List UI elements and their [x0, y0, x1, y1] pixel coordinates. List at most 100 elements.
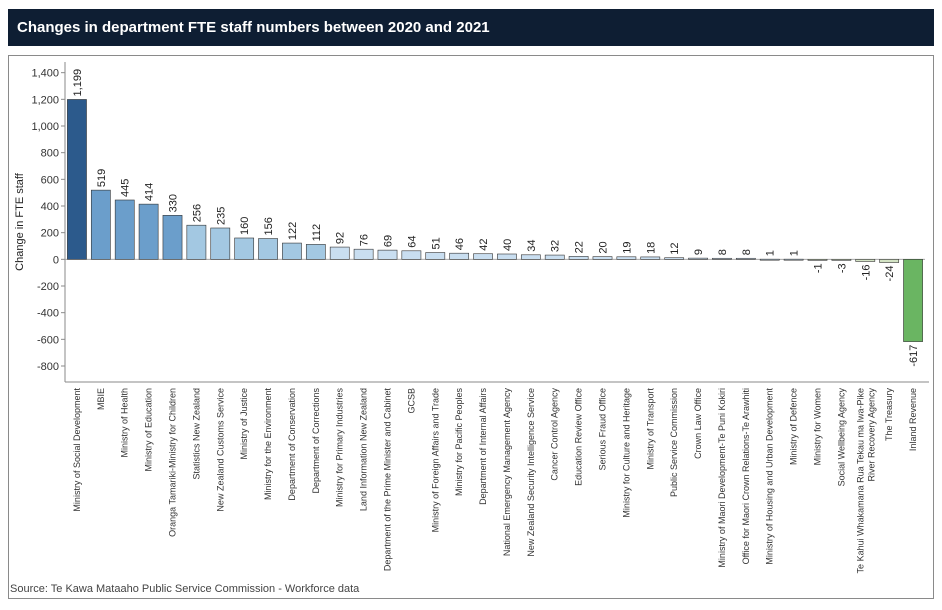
bar-value-label: 8: [741, 249, 753, 255]
bar-value-label: 1: [765, 250, 777, 256]
category-label: Ministry for Pacific Peoples: [454, 388, 464, 497]
axis-layer: -800 -600 -400 -200 0 200 400 600 800 1,000 1,200 1…: [14, 62, 929, 383]
category-label: Cancer Control Agency: [550, 388, 560, 481]
category-label: Department of Corrections: [311, 388, 321, 494]
bar: [138, 203, 159, 260]
category-label: Department of the Prime Minister and Cab…: [383, 388, 393, 572]
bar-value-label: 42: [478, 238, 490, 250]
category-label-line: Ministry for Women: [813, 388, 823, 465]
bar-value-label: 20: [598, 241, 610, 253]
bar-value-label: 46: [454, 238, 466, 250]
category-label-line: Ministry for the Environment: [263, 388, 273, 501]
bar-value-label: 1: [789, 250, 801, 256]
category-label: Serious Fraud Office: [598, 388, 608, 470]
bar: [401, 250, 422, 260]
bar: [640, 256, 661, 260]
category-label-line: Public Service Commission: [669, 388, 679, 497]
category-label-line: Ministry for Culture and Heritage: [621, 388, 631, 518]
category-label-line: Ministry of Education: [144, 388, 154, 472]
bar-value-label: 8: [717, 249, 729, 255]
y-tick-label: 200: [41, 228, 59, 240]
chart-frame: -800 -600 -400 -200 0 200 400 600 800 1,000 1,200 1…: [8, 55, 934, 599]
bar-value-label: -1: [813, 263, 825, 273]
bar: [449, 252, 470, 260]
category-label: Department of Conservation: [287, 388, 297, 501]
category-label: Statistics New Zealand: [191, 388, 201, 480]
bar-value-label: -24: [884, 266, 896, 282]
bar: [616, 256, 637, 260]
category-label: Ministry of Defence: [789, 388, 799, 465]
category-label: Crown Law Office: [693, 388, 703, 459]
source-note: Source: Te Kawa Mataaho Public Service C…: [10, 583, 360, 595]
bar: [210, 227, 231, 260]
category-label-line: Crown Law Office: [693, 388, 703, 459]
bar-value-label: 76: [359, 234, 371, 246]
category-label-line: River Recovery Agency: [866, 388, 876, 482]
category-label-line: Ministry of Social Development: [72, 388, 82, 512]
category-label: Ministry of Justice: [239, 388, 249, 460]
category-label-line: Ministry of Defence: [789, 388, 799, 465]
bar-value-label: -16: [860, 264, 872, 280]
category-label-line: Serious Fraud Office: [598, 388, 608, 470]
y-tick-label: 400: [41, 201, 59, 213]
category-label-line: Ministry of Maori Development-Te Puni Ko…: [717, 388, 727, 568]
bar: [664, 257, 685, 260]
y-tick-label: 0: [53, 254, 59, 266]
y-tick-label: -800: [37, 361, 59, 373]
bar-value-label: 156: [263, 217, 275, 235]
bar-value-label: 69: [383, 235, 395, 247]
bar: [186, 224, 207, 260]
bar: [90, 189, 111, 260]
category-label: Ministry of Maori Development-Te Puni Ko…: [717, 388, 727, 568]
bar: [592, 256, 613, 260]
category-label-line: Te Kahui Whakamana Rua Tekau ma Iwa-Pike: [855, 388, 865, 573]
bar: [759, 258, 780, 261]
category-label: Land Information New Zealand: [359, 388, 369, 511]
category-label: Education Review Office: [574, 388, 584, 486]
y-tick-label: 1,000: [31, 121, 59, 133]
bar-value-label: 519: [96, 169, 108, 187]
bar: [688, 257, 708, 260]
category-label-line: Ministry for Pacific Peoples: [454, 388, 464, 497]
category-label-line: Ministry of Justice: [239, 388, 249, 460]
category-label-line: MBIE: [96, 388, 106, 410]
bar-value-label: 445: [120, 179, 132, 197]
bar-value-label: 51: [430, 237, 442, 249]
bar-value-label: -617: [908, 345, 920, 367]
category-label: Oranga Tamariki-Ministry for Children: [168, 388, 178, 537]
category-label: Ministry of Social Development: [72, 388, 82, 512]
bar: [258, 238, 278, 260]
category-label: Inland Revenue: [908, 388, 918, 451]
category-label-line: Ministry of Housing and Urban Developmen…: [765, 388, 775, 565]
category-label-line: Statistics New Zealand: [191, 388, 201, 480]
bar: [473, 253, 493, 260]
bar: [783, 258, 804, 261]
bar-value-label: 12: [669, 242, 681, 254]
bar-value-label: 112: [311, 224, 323, 242]
category-label: MBIE: [96, 388, 106, 410]
category-label-line: Office for Maori Crown Relations-Te Araw…: [741, 388, 751, 564]
category-label: National Emergency Management Agency: [502, 388, 512, 557]
category-label-line: Department of the Prime Minister and Cab…: [383, 388, 393, 572]
category-label: Te Kahui Whakamana Rua Tekau ma Iwa-Pike…: [855, 388, 876, 574]
y-tick-label: -400: [37, 308, 59, 320]
category-label-line: The Treasury: [884, 388, 894, 442]
bar-value-label: 19: [621, 242, 633, 254]
category-label-line: Ministry of Health: [120, 388, 130, 458]
category-label: Ministry of Foreign Affairs and Trade: [430, 388, 440, 532]
bar-value-label: 414: [144, 183, 156, 201]
bar-value-label: 122: [287, 222, 299, 240]
category-label-line: New Zealand Security Intelligence Servic…: [526, 388, 536, 557]
bar: [377, 249, 398, 260]
category-label-line: Department of Corrections: [311, 388, 321, 494]
bar-value-label: -3: [836, 263, 848, 273]
category-label-line: Inland Revenue: [908, 388, 918, 451]
y-tick-label: 600: [41, 174, 59, 186]
category-label-line: Department of Conservation: [287, 388, 297, 501]
bar: [831, 259, 852, 261]
category-label-line: Education Review Office: [574, 388, 584, 486]
y-axis-title: Change in FTE staff: [14, 172, 26, 271]
bar: [735, 257, 756, 260]
bar-value-label: 32: [550, 240, 562, 252]
